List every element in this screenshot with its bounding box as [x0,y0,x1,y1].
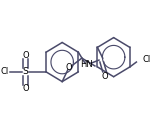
Text: O: O [101,72,108,81]
Text: O: O [22,84,29,93]
Text: O: O [65,63,72,72]
Text: HN: HN [80,60,93,70]
Text: S: S [23,67,28,76]
Text: Cl: Cl [1,67,9,76]
Text: O: O [22,51,29,60]
Text: Cl: Cl [143,55,151,64]
